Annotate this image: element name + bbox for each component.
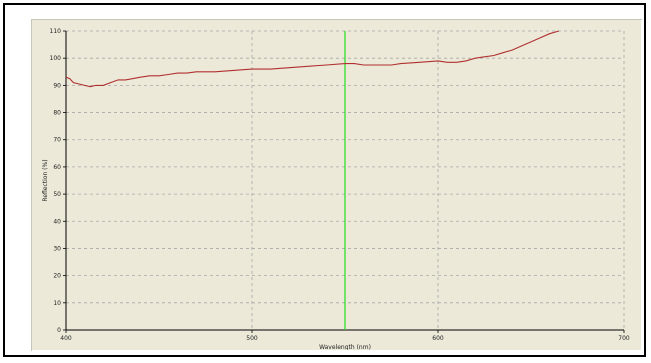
y-tick-label: 20 (53, 273, 61, 280)
y-tick-label: 0 (57, 327, 61, 334)
y-tick-label: 100 (50, 55, 62, 62)
plot-panel: 0 10 20 30 40 50 60 70 80 90 100 110 400 500 600 700 Wav… (31, 19, 642, 351)
y-tick-label: 10 (53, 300, 61, 307)
plot-background (32, 20, 641, 350)
y-tick-label: 30 (53, 245, 61, 252)
y-tick-label: 80 (53, 110, 61, 117)
y-tick-label: 40 (53, 218, 61, 225)
x-tick-label: 700 (618, 335, 630, 342)
x-tick-label: 600 (432, 335, 444, 342)
x-tick-label: 500 (246, 335, 258, 342)
y-tick-label: 50 (53, 191, 61, 198)
y-axis-label: Reflection (%) (42, 159, 49, 201)
x-axis-label: Wavelength (nm) (319, 344, 371, 350)
y-tick-label: 60 (53, 164, 61, 171)
reflection-spectrum-chart: 0 10 20 30 40 50 60 70 80 90 100 110 400 500 600 700 Wav… (32, 20, 641, 351)
reflection-series-line (65, 30, 560, 88)
chart-frame: 0 10 20 30 40 50 60 70 80 90 100 110 400 500 600 700 Wav… (3, 3, 646, 357)
x-tick-label: 400 (60, 335, 72, 342)
y-tick-label: 90 (53, 82, 61, 89)
y-tick-label: 70 (53, 137, 61, 144)
y-tick-label: 110 (50, 28, 62, 35)
